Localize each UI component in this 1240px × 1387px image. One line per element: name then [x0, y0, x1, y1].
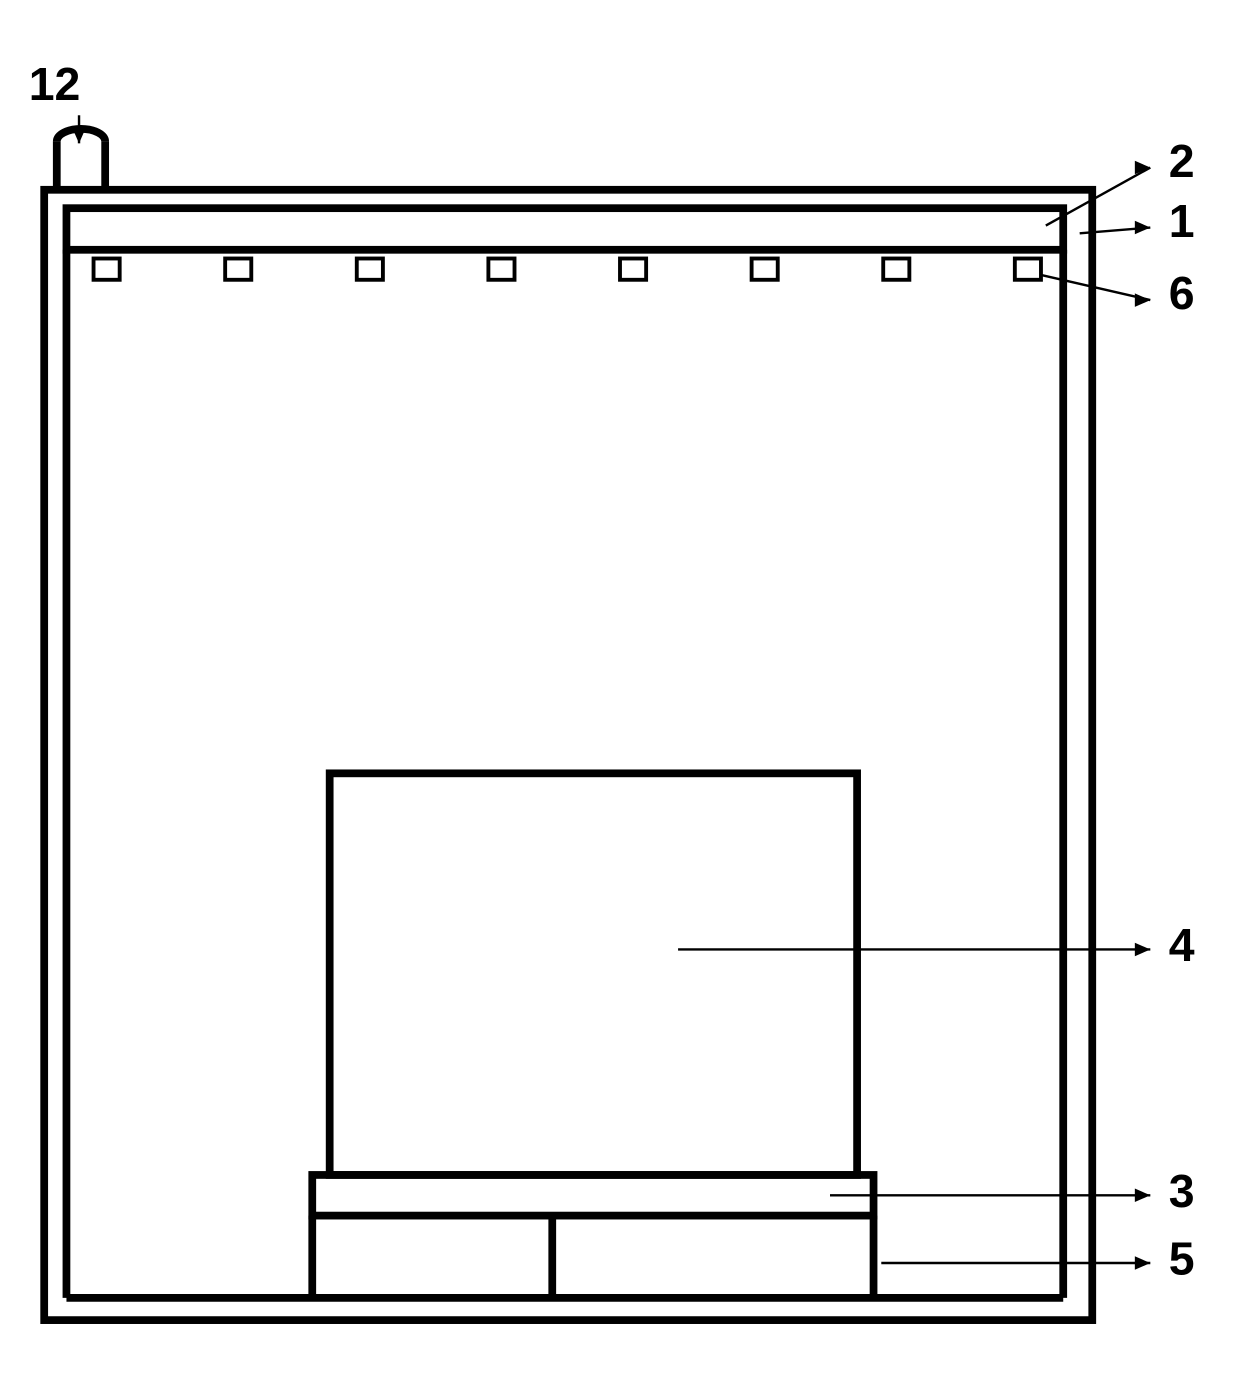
diagram-svg: 12 2 1 6 4 3 5	[20, 20, 1220, 1367]
svg-text:5: 5	[1169, 1233, 1195, 1285]
svg-text:1: 1	[1169, 195, 1195, 247]
svg-text:3: 3	[1169, 1165, 1195, 1217]
svg-text:12: 12	[29, 58, 81, 110]
diagram-root: 12 2 1 6 4 3 5	[20, 20, 1220, 1367]
svg-text:6: 6	[1169, 267, 1195, 319]
svg-text:2: 2	[1169, 135, 1195, 187]
svg-text:4: 4	[1169, 919, 1195, 971]
leaders-group	[72, 115, 1150, 1270]
labels-group: 12 2 1 6 4 3 5	[29, 58, 1195, 1285]
shapes-group	[44, 129, 1092, 1320]
